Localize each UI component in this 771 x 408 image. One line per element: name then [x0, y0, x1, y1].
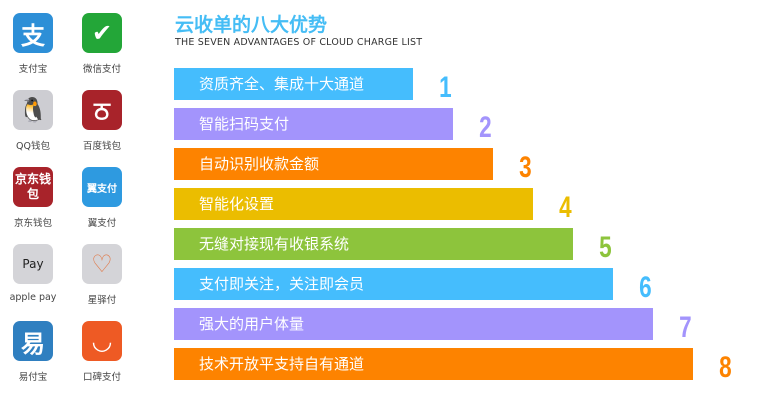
advantage-number: 4 [559, 191, 572, 224]
advantage-number: 2 [479, 111, 492, 144]
qq-wallet-icon[interactable]: 🐧 [13, 90, 53, 130]
payment-label: 翼支付 [87, 218, 117, 229]
koubei-icon[interactable]: ◡ [82, 321, 122, 361]
advantage-number: 7 [679, 311, 692, 344]
wechat-pay-icon[interactable]: ✔ [82, 13, 122, 53]
advantage-bar: 支付即关注，关注即会员 [174, 268, 613, 300]
advantage-number: 6 [639, 271, 652, 304]
advantage-number: 5 [599, 231, 612, 264]
jd-wallet-icon[interactable]: 京东钱包 [13, 167, 53, 207]
advantage-bar: 资质齐全、集成十大通道 [174, 68, 413, 100]
alipay-icon[interactable]: 支 [13, 13, 53, 53]
advantage-bar: 无缝对接现有收银系统 [174, 228, 573, 260]
page-title: 云收单的八大优势 [175, 14, 328, 36]
advantage-bar: 技术开放平支持自有通道 [174, 348, 693, 380]
payment-label: 星驿付 [87, 295, 117, 306]
advantage-bar: 强大的用户体量 [174, 308, 653, 340]
advantage-bar: 自动识别收款金额 [174, 148, 493, 180]
advantage-number: 3 [519, 151, 532, 184]
payment-label: 京东钱包 [13, 218, 52, 229]
advantage-bar: 智能扫码支付 [174, 108, 453, 140]
apple-pay-icon[interactable]: Pay [13, 244, 53, 284]
advantage-bar: 智能化设置 [174, 188, 533, 220]
page-subtitle: THE SEVEN ADVANTAGES OF CLOUD CHARGE LIS… [175, 37, 423, 48]
advantage-number: 1 [439, 71, 452, 104]
xingyifu-icon[interactable]: ♡ [82, 244, 122, 284]
payment-label: QQ钱包 [16, 141, 50, 152]
advantage-number: 8 [719, 351, 732, 384]
payment-label: 微信支付 [82, 64, 121, 75]
payment-label: apple pay [9, 292, 57, 303]
payment-label: 易付宝 [18, 372, 48, 383]
yifubao-icon[interactable]: 易 [13, 321, 53, 361]
bestpay-icon[interactable]: 翼支付 [82, 167, 122, 207]
payment-label: 口碑支付 [82, 372, 121, 383]
payment-label: 支付宝 [18, 64, 48, 75]
payment-label: 百度钱包 [82, 141, 121, 152]
baidu-wallet-icon[interactable]: ਠ [82, 90, 122, 130]
